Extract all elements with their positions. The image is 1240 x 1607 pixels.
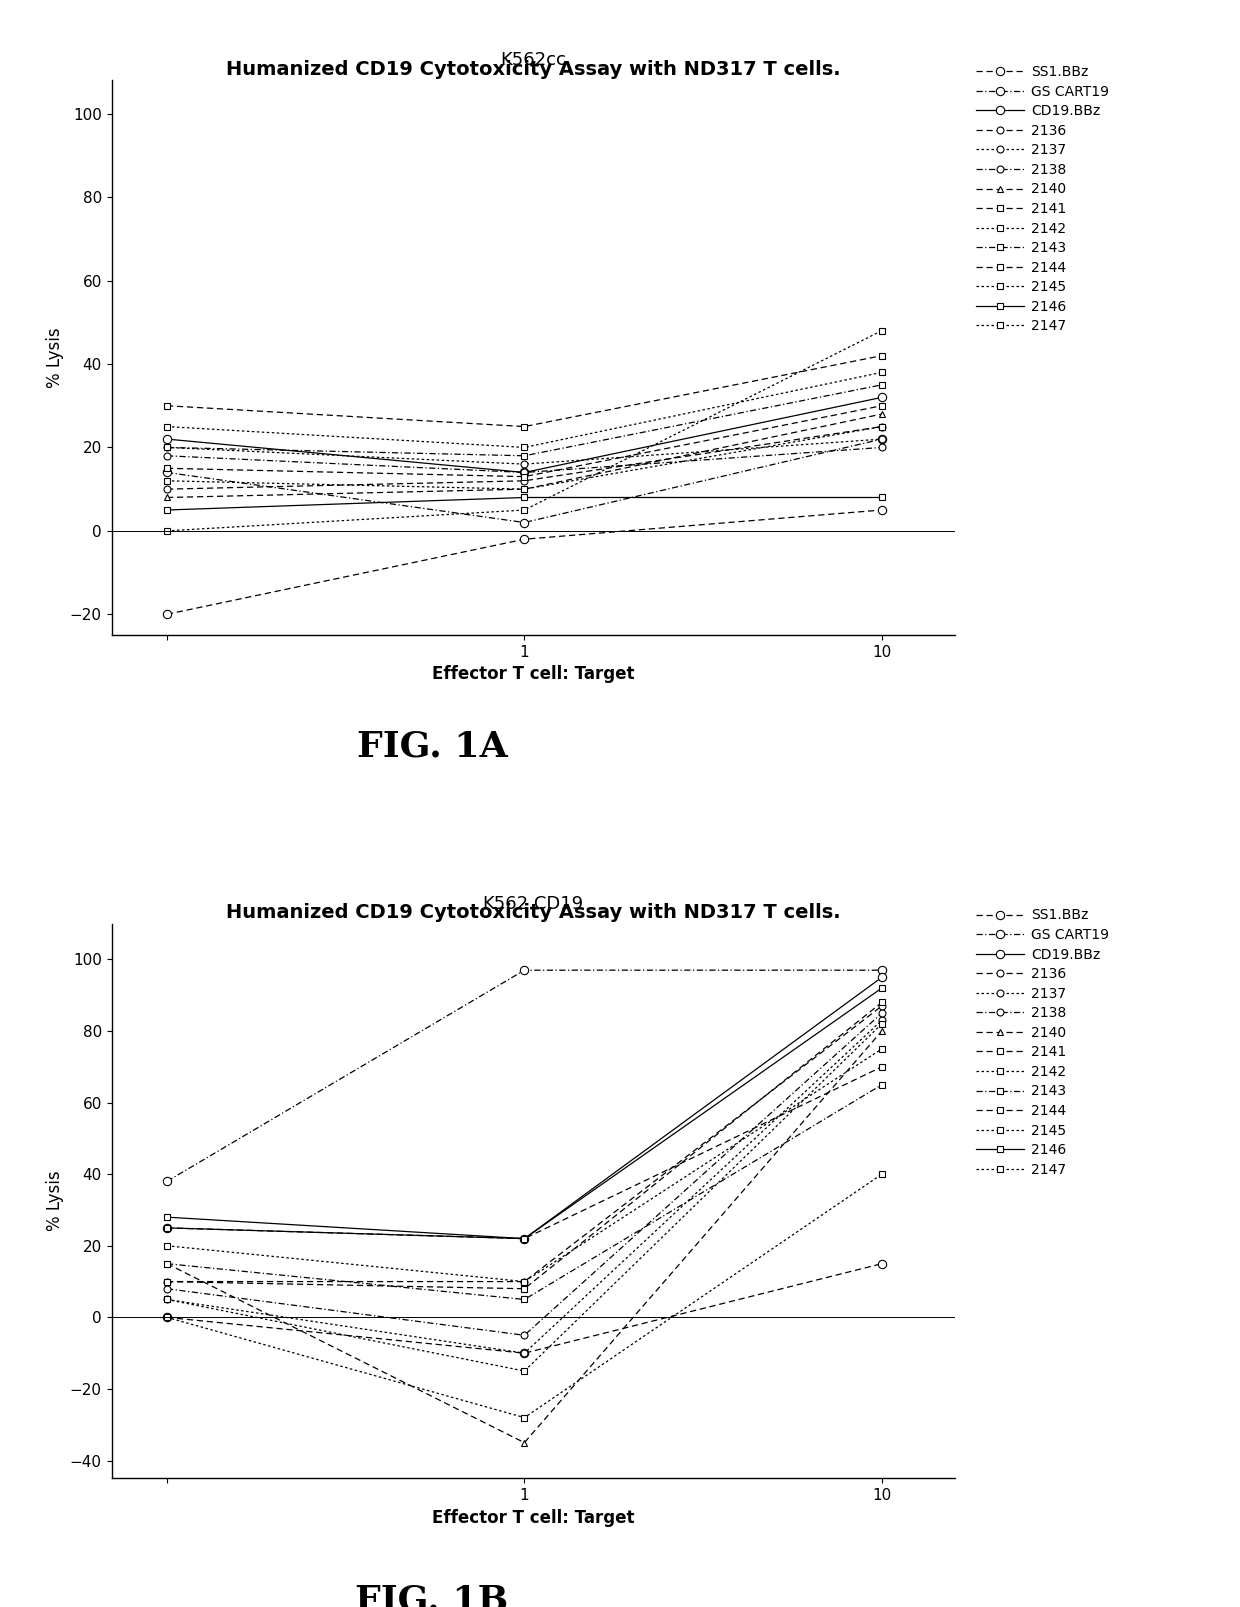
Legend: SS1.BBz, GS CART19, CD19.BBz, 2136, 2137, 2138, 2140, 2141, 2142, 2143, 2144, 21: SS1.BBz, GS CART19, CD19.BBz, 2136, 2137… [970, 59, 1115, 339]
Y-axis label: % Lysis: % Lysis [46, 1172, 64, 1231]
Text: FIG. 1B: FIG. 1B [356, 1583, 508, 1607]
X-axis label: Effector T cell: Target: Effector T cell: Target [432, 1509, 635, 1527]
Title: Humanized CD19 Cytotoxicity Assay with ND317 T cells.: Humanized CD19 Cytotoxicity Assay with N… [226, 903, 841, 922]
Title: Humanized CD19 Cytotoxicity Assay with ND317 T cells.: Humanized CD19 Cytotoxicity Assay with N… [226, 59, 841, 79]
Text: K562.CD19: K562.CD19 [482, 895, 584, 913]
X-axis label: Effector T cell: Target: Effector T cell: Target [432, 665, 635, 683]
Legend: SS1.BBz, GS CART19, CD19.BBz, 2136, 2137, 2138, 2140, 2141, 2142, 2143, 2144, 21: SS1.BBz, GS CART19, CD19.BBz, 2136, 2137… [970, 903, 1115, 1183]
Text: FIG. 1A: FIG. 1A [357, 730, 507, 763]
Text: K562cc: K562cc [500, 51, 567, 69]
Y-axis label: % Lysis: % Lysis [46, 328, 64, 387]
